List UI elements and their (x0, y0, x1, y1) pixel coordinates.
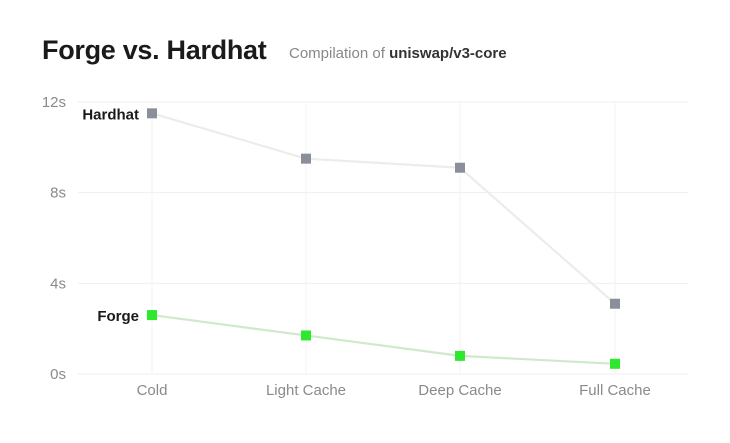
forge-point (610, 358, 620, 369)
chart-subtitle: Compilation of uniswap/v3-core (289, 45, 507, 62)
hardhat-series-label: Hardhat (82, 106, 139, 123)
forge-point (147, 310, 157, 321)
hardhat-line (151, 112, 616, 305)
x-tick-label: Cold (137, 382, 168, 399)
subtitle-prefix: Compilation of (289, 45, 390, 62)
forge-point (301, 330, 311, 341)
forge-line (151, 313, 616, 365)
x-tick-label: Deep Cache (418, 382, 501, 399)
hardhat-point (610, 298, 620, 309)
forge-series-label: Forge (97, 308, 139, 325)
forge-point (455, 350, 465, 361)
y-tick-label: 8s (50, 185, 66, 202)
hardhat-point (301, 153, 311, 164)
x-tick-label: Full Cache (579, 382, 651, 399)
chart-title: Forge vs. Hardhat (42, 35, 267, 65)
y-tick-label: 12s (42, 94, 66, 111)
subtitle-repo: uniswap/v3-core (389, 45, 507, 62)
hardhat-point (455, 162, 465, 173)
hardhat-point (147, 108, 157, 119)
y-tick-label: 4s (50, 275, 66, 292)
x-tick-label: Light Cache (266, 382, 346, 399)
y-tick-label: 0s (50, 366, 66, 383)
